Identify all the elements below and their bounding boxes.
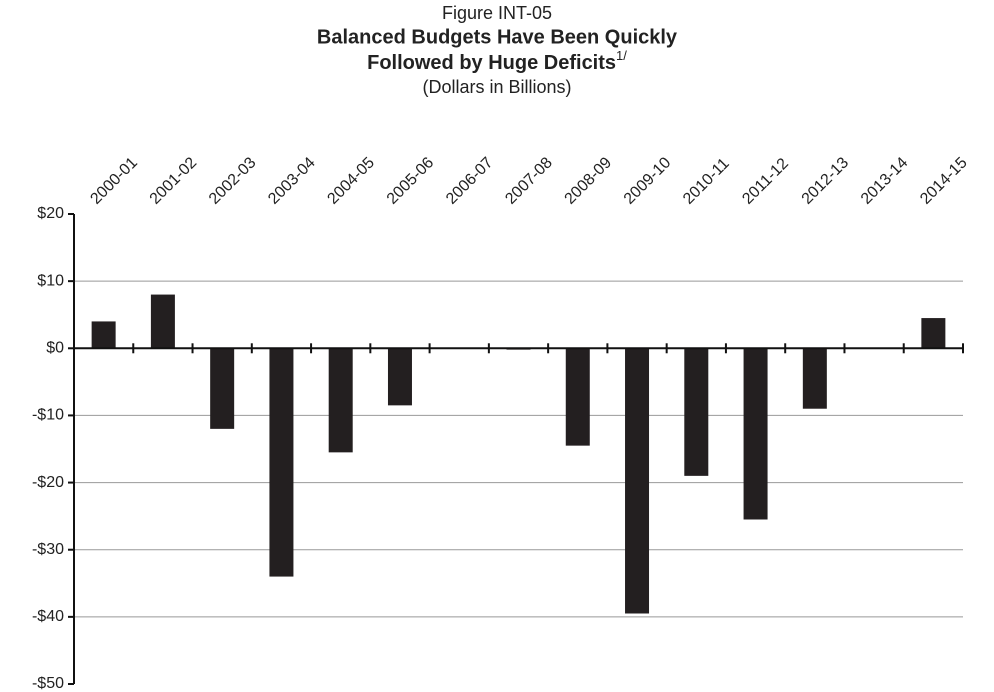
y-tick-label: $0 — [46, 340, 64, 357]
y-tick-label: $10 — [37, 272, 64, 289]
chart-title: Balanced Budgets Have Been Quickly — [317, 26, 678, 48]
chart-subtitle: (Dollars in Billions) — [422, 77, 571, 97]
x-tick-label: 2000-01 — [87, 154, 141, 208]
y-tick-label: $20 — [37, 205, 64, 222]
bar — [150, 294, 175, 349]
x-tick-label: 2009-10 — [621, 154, 675, 208]
bar — [802, 348, 827, 409]
x-tick-label: 2004-05 — [324, 154, 378, 208]
x-tick-label: 2010-11 — [680, 155, 733, 208]
bar — [269, 348, 294, 577]
y-tick-label: -$10 — [32, 407, 64, 424]
x-tick-label: 2006-07 — [443, 154, 497, 208]
x-tick-label: 2005-06 — [384, 154, 438, 208]
y-tick-label: -$40 — [32, 608, 64, 625]
x-tick-label: 2012-13 — [799, 154, 853, 208]
chart-title: Followed by Huge Deficits1/ — [367, 48, 627, 74]
bar — [210, 348, 235, 429]
bar — [387, 348, 412, 406]
x-tick-label: 2008-09 — [562, 154, 616, 208]
x-tick-label: 2002-03 — [206, 154, 260, 208]
x-tick-label: 2013-14 — [858, 154, 912, 208]
bar — [921, 318, 946, 349]
x-tick-label: 2011-12 — [739, 155, 792, 208]
bar — [91, 321, 116, 349]
bar — [328, 348, 353, 453]
bar — [684, 348, 709, 476]
bar — [743, 348, 768, 520]
x-tick-label: 2014-15 — [917, 154, 971, 208]
bar — [625, 348, 650, 614]
y-tick-label: -$20 — [32, 474, 64, 491]
chart-title-line: Followed by Huge Deficits — [367, 52, 616, 74]
figure-label: Figure INT-05 — [442, 3, 552, 23]
x-tick-label: 2003-04 — [265, 154, 319, 208]
title-note: 1/ — [616, 48, 627, 63]
y-tick-label: -$50 — [32, 675, 64, 692]
x-tick-label: 2007-08 — [502, 154, 556, 208]
y-tick-label: -$30 — [32, 541, 64, 558]
bar — [565, 348, 590, 446]
x-tick-label: 2001-02 — [147, 154, 201, 208]
